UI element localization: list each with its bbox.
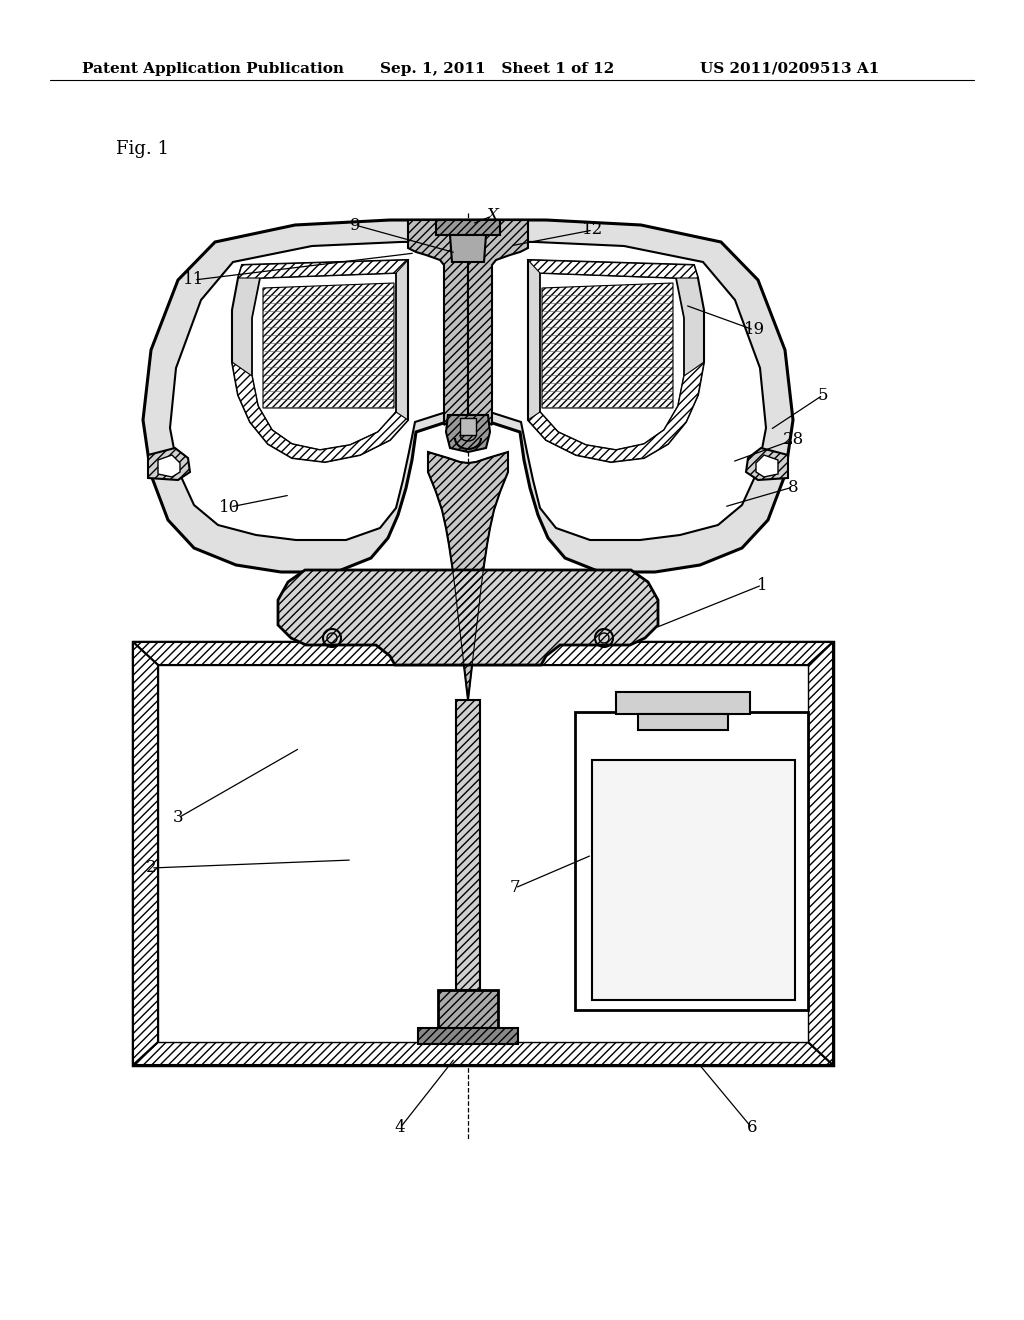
Text: 6: 6: [746, 1119, 758, 1137]
Polygon shape: [456, 700, 480, 990]
Text: Patent Application Publication: Patent Application Publication: [82, 62, 344, 77]
Polygon shape: [575, 711, 808, 1010]
Polygon shape: [252, 273, 396, 450]
Polygon shape: [418, 1028, 518, 1044]
Polygon shape: [238, 260, 408, 279]
Polygon shape: [143, 220, 793, 572]
Text: 3: 3: [173, 809, 183, 826]
Polygon shape: [158, 665, 808, 1041]
Text: X: X: [486, 207, 498, 224]
Text: 2: 2: [145, 859, 157, 876]
Polygon shape: [528, 260, 705, 462]
Polygon shape: [133, 1041, 833, 1065]
Polygon shape: [746, 447, 788, 480]
Polygon shape: [133, 642, 833, 1065]
Polygon shape: [542, 282, 673, 408]
Text: 5: 5: [818, 387, 828, 404]
Polygon shape: [450, 235, 486, 261]
Text: 10: 10: [219, 499, 241, 516]
Polygon shape: [133, 642, 833, 665]
Polygon shape: [170, 242, 766, 540]
Polygon shape: [428, 451, 508, 700]
Polygon shape: [278, 570, 658, 665]
Polygon shape: [540, 273, 684, 450]
Text: 1: 1: [757, 577, 767, 594]
Polygon shape: [528, 260, 698, 279]
Polygon shape: [638, 714, 728, 730]
Polygon shape: [468, 220, 528, 425]
Polygon shape: [528, 362, 705, 462]
Text: Sep. 1, 2011   Sheet 1 of 12: Sep. 1, 2011 Sheet 1 of 12: [380, 62, 614, 77]
Polygon shape: [232, 260, 408, 462]
Polygon shape: [616, 692, 750, 714]
Polygon shape: [592, 760, 795, 1001]
Text: 7: 7: [510, 879, 520, 896]
Polygon shape: [446, 414, 490, 451]
Polygon shape: [158, 455, 180, 477]
Polygon shape: [460, 418, 476, 436]
Text: 28: 28: [782, 432, 804, 449]
Text: 19: 19: [743, 322, 765, 338]
Polygon shape: [263, 282, 394, 408]
Polygon shape: [436, 220, 500, 235]
Polygon shape: [408, 220, 468, 425]
Text: 12: 12: [583, 222, 603, 239]
Polygon shape: [232, 362, 408, 462]
Text: 8: 8: [787, 479, 799, 495]
Text: Fig. 1: Fig. 1: [116, 140, 169, 158]
Polygon shape: [133, 642, 158, 1065]
Polygon shape: [808, 642, 833, 1065]
Polygon shape: [148, 447, 190, 480]
Text: 11: 11: [183, 272, 205, 289]
Text: 4: 4: [394, 1119, 406, 1137]
Text: US 2011/0209513 A1: US 2011/0209513 A1: [700, 62, 880, 77]
Text: 9: 9: [350, 216, 360, 234]
Polygon shape: [756, 455, 778, 477]
Polygon shape: [438, 990, 498, 1030]
